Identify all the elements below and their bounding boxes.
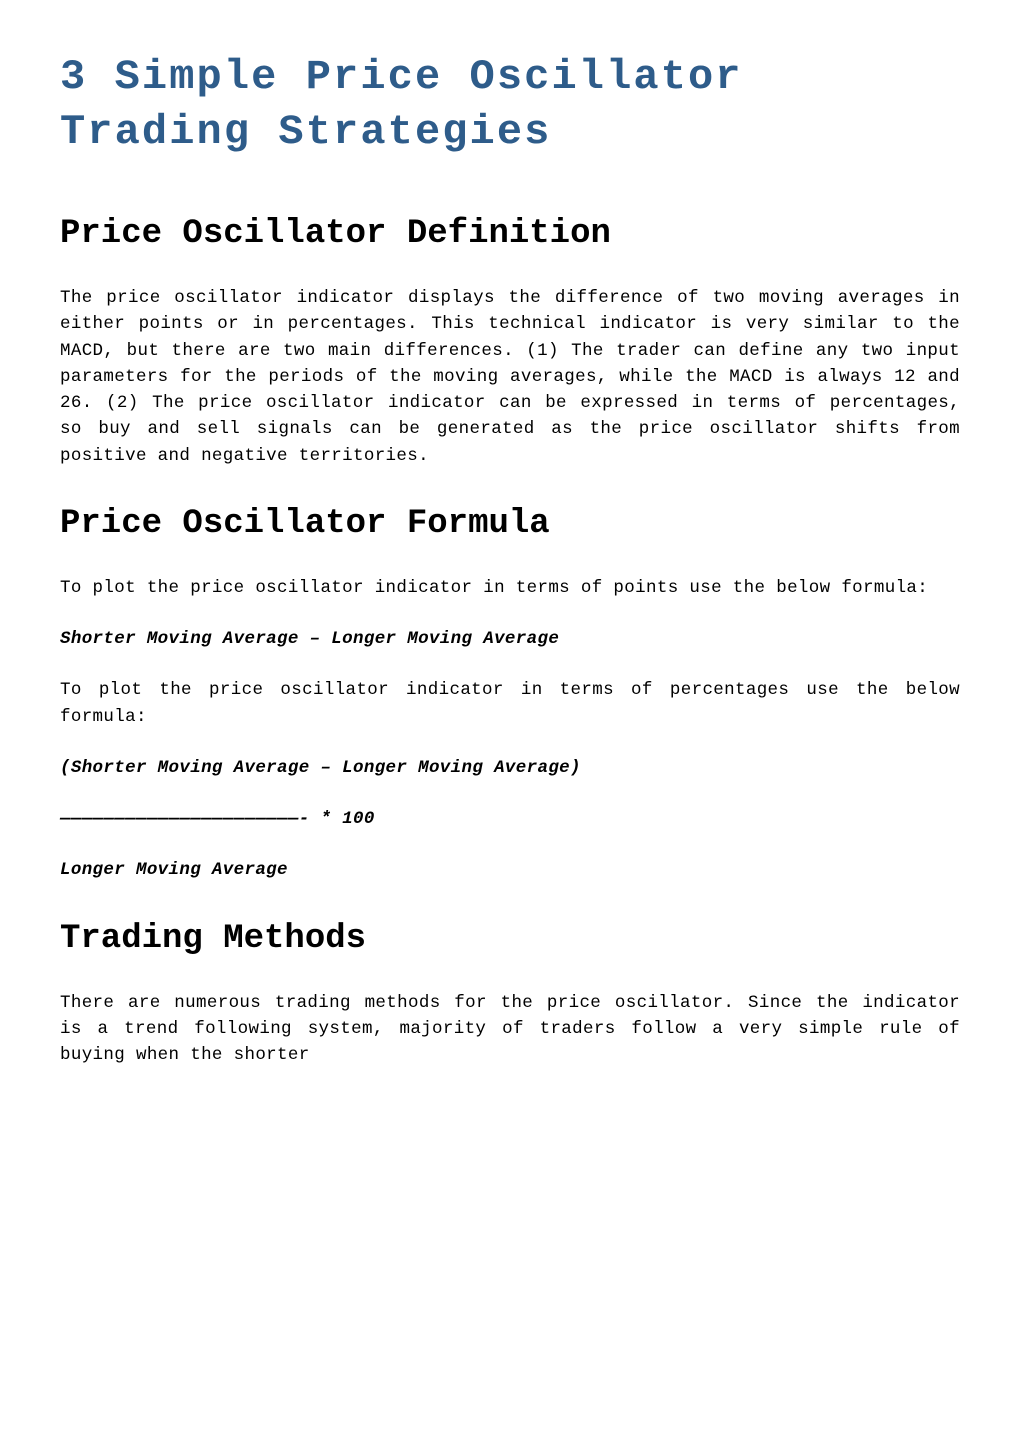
formula-intro-percentages: To plot the price oscillator indicator i… — [60, 677, 960, 730]
title-line2: Trading Strategies — [60, 108, 551, 156]
formula-points: Shorter Moving Average – Longer Moving A… — [60, 626, 960, 652]
section-heading-definition: Price Oscillator Definition — [60, 209, 960, 260]
section-heading-formula: Price Oscillator Formula — [60, 499, 960, 550]
formula-intro-points: To plot the price oscillator indicator i… — [60, 575, 960, 601]
definition-paragraph: The price oscillator indicator displays … — [60, 285, 960, 469]
section-heading-methods: Trading Methods — [60, 914, 960, 965]
page-title: 3 Simple Price Oscillator Trading Strateg… — [60, 50, 960, 159]
formula-percentages-denominator: Longer Moving Average — [60, 857, 960, 883]
formula-percentages-divider: ——————————————————————- * 100 — [60, 806, 960, 832]
formula-percentages-numerator: (Shorter Moving Average – Longer Moving … — [60, 755, 960, 781]
methods-paragraph: There are numerous trading methods for t… — [60, 990, 960, 1069]
title-link[interactable]: 3 Simple Price Oscillator Trading Strateg… — [60, 53, 743, 156]
title-line1: 3 Simple Price Oscillator — [60, 53, 743, 101]
